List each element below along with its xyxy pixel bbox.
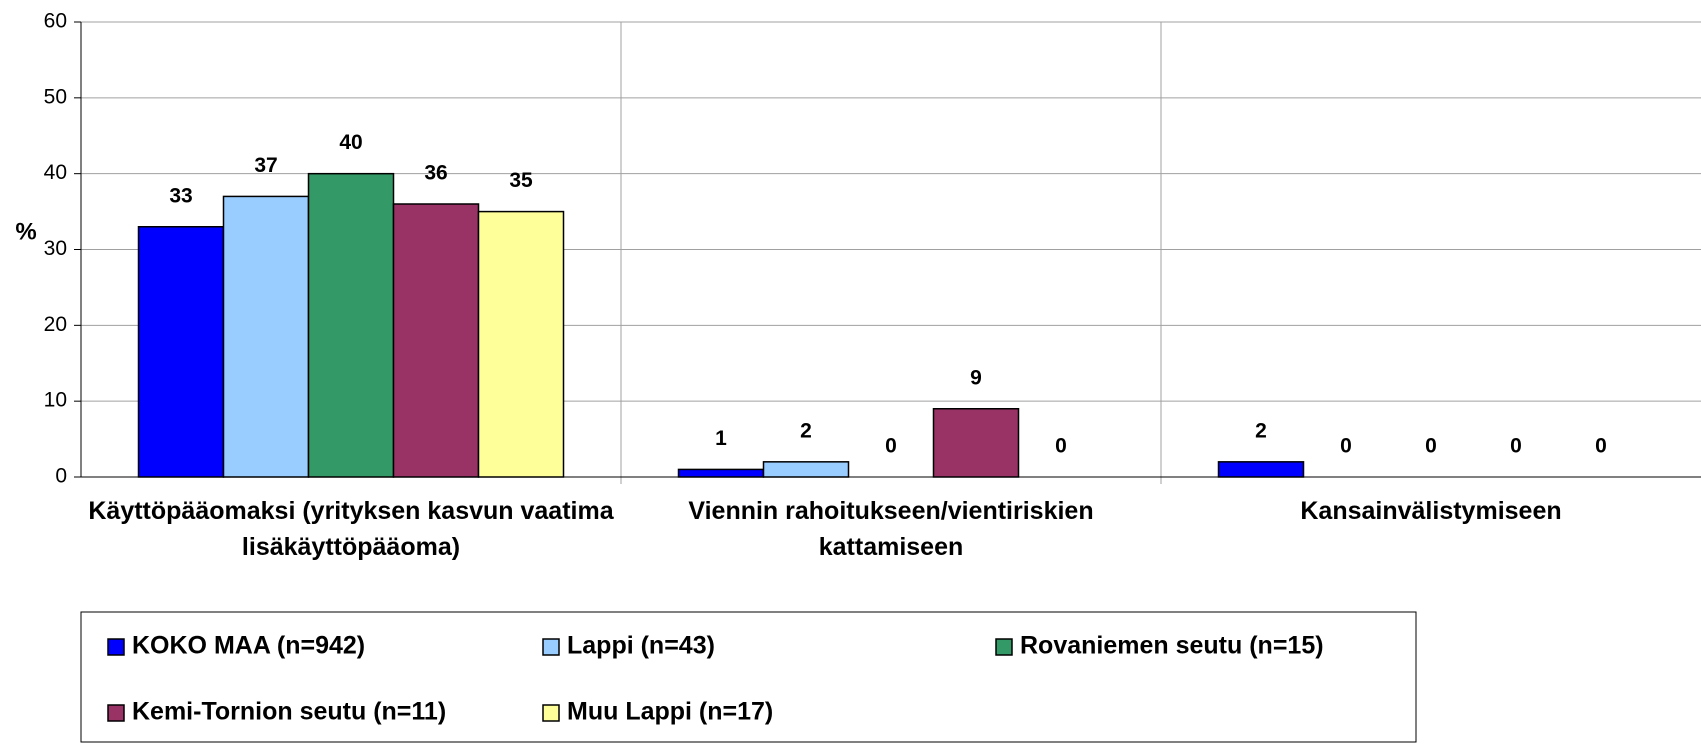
y-tick-label: 20 (44, 313, 67, 336)
value-label: 0 (1425, 435, 1437, 458)
value-label: 2 (1255, 419, 1267, 442)
value-label: 36 (424, 162, 447, 185)
bar (392, 203, 480, 478)
x-tick-label: Viennin rahoitukseen/vientiriskien katta… (688, 497, 1094, 561)
value-label: 40 (339, 131, 362, 154)
y-tick-label: 30 (44, 237, 67, 260)
y-tick-label: 60 (44, 10, 67, 33)
y-tick-label: 0 (55, 465, 67, 488)
legend-label: Kemi-Tornion seutu (n=11) (132, 698, 446, 726)
bar (762, 461, 850, 478)
value-label: 1 (715, 427, 727, 450)
bar (477, 210, 565, 478)
bar (222, 195, 310, 478)
legend-swatch (995, 638, 1013, 656)
value-label: 0 (1510, 435, 1522, 458)
x-tick-label: Käyttöpääomaksi (yrityksen kasvun vaatim… (88, 497, 614, 561)
value-label: 0 (1595, 435, 1607, 458)
legend-label: Lappi (n=43) (567, 632, 715, 660)
value-label: 0 (1340, 435, 1352, 458)
legend-swatch (542, 704, 560, 722)
legend-label: Rovaniemen seutu (n=15) (1020, 632, 1324, 660)
value-label: 0 (1055, 435, 1067, 458)
value-label: 33 (169, 184, 192, 207)
value-label: 9 (970, 366, 982, 389)
bar (1217, 461, 1305, 478)
legend-swatch (107, 704, 125, 722)
value-label: 0 (885, 435, 897, 458)
y-tick-label: 50 (44, 85, 67, 108)
legend-swatch (542, 638, 560, 656)
bar (677, 468, 765, 478)
y-tick-label: 40 (44, 161, 67, 184)
value-label: 2 (800, 419, 812, 442)
value-label: 37 (254, 154, 277, 177)
y-tick-label: 10 (44, 389, 67, 412)
value-label: 35 (509, 169, 533, 192)
legend-label: Muu Lappi (n=17) (567, 698, 773, 726)
bar (932, 408, 1020, 478)
legend-swatch (107, 638, 125, 656)
bar (307, 172, 395, 478)
legend-box (80, 611, 1417, 743)
bar (137, 226, 225, 478)
legend-label: KOKO MAA (n=942) (132, 632, 365, 660)
x-tick-label: Kansainvälistymiseen (1300, 497, 1562, 525)
y-axis-label: % (15, 218, 36, 245)
